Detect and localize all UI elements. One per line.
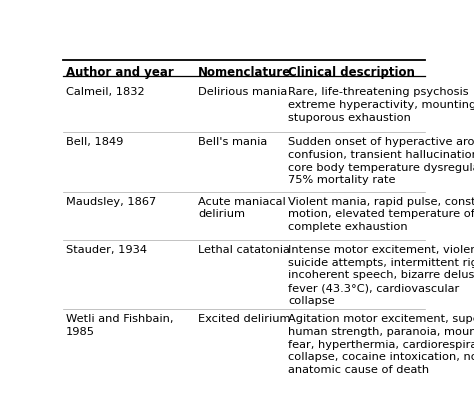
Text: Bell, 1849: Bell, 1849 bbox=[66, 137, 123, 147]
Text: Sudden onset of hyperactive arousal,
confusion, transient hallucinations,
core b: Sudden onset of hyperactive arousal, con… bbox=[288, 137, 474, 186]
Text: Intense motor excitement, violent,
suicide attempts, intermittent rigidity,
inco: Intense motor excitement, violent, suici… bbox=[288, 245, 474, 306]
Text: Wetli and Fishbain,
1985: Wetli and Fishbain, 1985 bbox=[66, 314, 173, 337]
Text: Bell's mania: Bell's mania bbox=[198, 137, 267, 147]
Text: Calmeil, 1832: Calmeil, 1832 bbox=[66, 87, 145, 97]
Text: Agitation motor excitement, super
human strength, paranoia, mounting
fear, hyper: Agitation motor excitement, super human … bbox=[288, 314, 474, 375]
Text: Nomenclature: Nomenclature bbox=[198, 66, 292, 79]
Text: Violent mania, rapid pulse, constant
motion, elevated temperature of skin,
compl: Violent mania, rapid pulse, constant mot… bbox=[288, 196, 474, 232]
Text: Clinical description: Clinical description bbox=[288, 66, 415, 79]
Text: Rare, life-threatening psychosis
extreme hyperactivity, mounting fear,
stuporous: Rare, life-threatening psychosis extreme… bbox=[288, 87, 474, 123]
Text: Excited delirium: Excited delirium bbox=[198, 314, 291, 324]
Text: Acute maniacal
delirium: Acute maniacal delirium bbox=[198, 196, 286, 219]
Text: Stauder, 1934: Stauder, 1934 bbox=[66, 245, 147, 255]
Text: Delirious mania: Delirious mania bbox=[198, 87, 287, 97]
Text: Maudsley, 1867: Maudsley, 1867 bbox=[66, 196, 156, 206]
Text: Lethal catatonia: Lethal catatonia bbox=[198, 245, 290, 255]
Text: Author and year: Author and year bbox=[66, 66, 173, 79]
